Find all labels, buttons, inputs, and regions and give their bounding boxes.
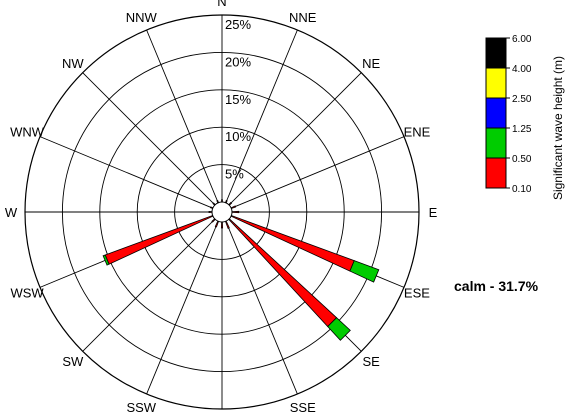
- bar-nne: [224, 199, 228, 204]
- legend-swatch: [485, 97, 507, 129]
- bar-ese: [230, 214, 355, 272]
- ring-labels: 5% 10% 15% 20% 25%: [225, 17, 251, 182]
- ring-label: 20%: [225, 54, 251, 69]
- bar-wsw: [102, 254, 110, 266]
- spoke-line: [39, 136, 213, 209]
- bar-s: [220, 221, 224, 229]
- direction-label-nw: NW: [62, 56, 84, 71]
- ring-label: 10%: [225, 129, 251, 144]
- bar-se: [327, 317, 351, 341]
- direction-label-n: N: [217, 0, 226, 9]
- sector-bars: [102, 199, 380, 341]
- bar-ese: [349, 260, 380, 283]
- direction-label-ene: ENE: [404, 124, 431, 139]
- direction-label-w: W: [5, 205, 18, 220]
- bar-sse: [224, 220, 230, 229]
- direction-label-sw: SW: [62, 354, 84, 369]
- direction-label-nne: NNE: [289, 10, 317, 25]
- ring-label: 25%: [225, 17, 251, 32]
- ring-label: 5%: [225, 167, 244, 182]
- legend-swatch: [485, 37, 507, 69]
- legend-level-label: 0.10: [512, 184, 532, 195]
- legend-swatch: [485, 157, 507, 189]
- legend-level-label: 6.00: [512, 34, 532, 45]
- spoke-line: [82, 72, 216, 206]
- direction-label-ssw: SSW: [126, 400, 156, 414]
- bar-nw: [212, 202, 216, 206]
- spoke-line: [146, 221, 219, 395]
- spoke-line: [231, 136, 405, 209]
- bar-ene: [230, 205, 237, 210]
- legend-level-label: 1.25: [512, 124, 532, 135]
- bar-sw: [211, 218, 216, 223]
- legend-level-label: 0.50: [512, 154, 532, 165]
- spoke-line: [225, 221, 298, 395]
- bar-w: [208, 211, 213, 213]
- spoke-line: [82, 218, 216, 352]
- legend: 6.00 4.00 2.50 1.25 0.50 0.10 Significant wave…: [485, 34, 565, 200]
- bar-e: [231, 210, 240, 214]
- polar-grid: [24, 14, 420, 410]
- direction-label-wnw: WNW: [10, 124, 45, 139]
- bar-wnw: [209, 206, 214, 210]
- direction-label-se: SE: [363, 354, 381, 369]
- legend-title: Significant wave height (m): [551, 56, 565, 200]
- bar-ssw: [214, 220, 220, 228]
- direction-label-wsw: WSW: [10, 286, 44, 301]
- legend-swatch: [485, 127, 507, 159]
- direction-labels: NNNENEENEEESESESSESSSWSWWSWWWNWNWNNW: [5, 0, 438, 414]
- ring-label: 15%: [225, 92, 251, 107]
- direction-label-e: E: [429, 205, 438, 220]
- direction-label-sse: SSE: [290, 400, 316, 414]
- bar-ne: [228, 201, 233, 206]
- spoke-line: [228, 72, 362, 206]
- bar-nnw: [216, 199, 220, 204]
- direction-label-ese: ESE: [404, 286, 430, 301]
- legend-swatch: [485, 67, 507, 99]
- calm-label: calm - 31.7%: [454, 278, 539, 294]
- bar-wsw: [104, 214, 214, 265]
- spoke-line: [146, 29, 219, 203]
- legend-level-label: 2.50: [512, 94, 532, 105]
- direction-label-nnw: NNW: [126, 10, 158, 25]
- direction-label-ne: NE: [362, 56, 380, 71]
- bar-n: [221, 199, 223, 203]
- legend-level-label: 4.00: [512, 64, 532, 75]
- spoke-line: [225, 29, 298, 203]
